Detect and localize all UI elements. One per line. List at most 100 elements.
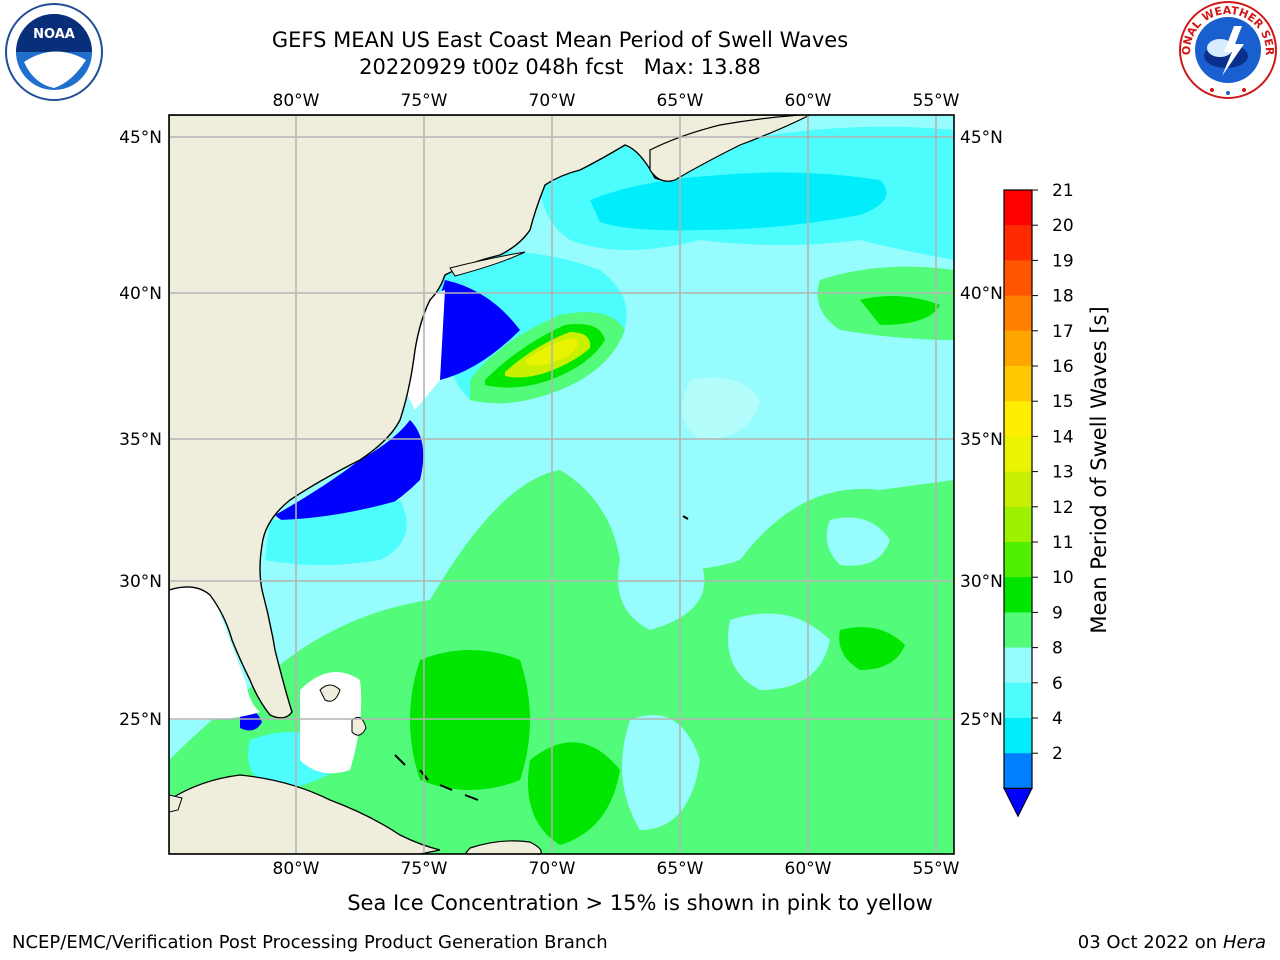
colorbar-swatch [1004, 506, 1032, 543]
swell-zone-caribbean-green [528, 742, 620, 845]
lon-label-top: 70°W [529, 91, 576, 111]
land-bahamas-1 [319, 684, 341, 702]
machine-name: Hera [1222, 932, 1266, 953]
lat-label-right: 25°N [960, 710, 1003, 730]
lon-label-bottom: 55°W [913, 859, 960, 879]
lon-label-top: 55°W [913, 91, 960, 111]
colorbar-tick-label: 21 [1052, 181, 1074, 201]
lat-label-left: 35°N [119, 430, 162, 450]
colorbar-label: Mean Period of Swell Waves [s] [1087, 306, 1111, 633]
land-yucatan [169, 794, 183, 813]
chesapeake-nodata [400, 290, 445, 410]
swell-zone-coastal-cyan [265, 500, 407, 565]
lat-label-right: 40°N [960, 284, 1003, 304]
swell-zone-bahamas-green [410, 650, 530, 790]
lat-labels-right: 45°N 40°N 35°N 30°N 25°N [960, 128, 1003, 730]
land-north-america [169, 115, 811, 719]
lon-label-top: 60°W [785, 91, 832, 111]
lon-label-bottom: 65°W [657, 859, 704, 879]
graticule [169, 115, 954, 854]
date-stamp: 03 Oct 2022 on Hera [1078, 932, 1266, 953]
lat-label-right: 30°N [960, 572, 1003, 592]
swell-zone-north-core [590, 172, 887, 231]
colorbar-swatch [1004, 647, 1032, 684]
swell-zone-center [682, 377, 760, 440]
colorbar-tick-label: 18 [1052, 287, 1074, 307]
swell-zone-coastal-blue-south [275, 420, 424, 530]
colorbar-tick-label: 14 [1052, 427, 1074, 447]
bahamas-nodata [300, 672, 362, 774]
lat-label-left: 30°N [119, 572, 162, 592]
lon-labels-bottom: 80°W 75°W 70°W 65°W 60°W 55°W [273, 859, 960, 879]
swell-zone-south [169, 470, 954, 854]
colorbar-tick-label: 8 [1052, 639, 1063, 659]
colorbar-tick-label: 20 [1052, 216, 1074, 236]
swell-zone-east-pocket [728, 613, 830, 690]
colorbar-tick-label: 4 [1052, 709, 1063, 729]
lon-label-top: 80°W [273, 91, 320, 111]
swell-zone-east-cyan [826, 517, 890, 566]
lon-label-bottom: 70°W [529, 859, 576, 879]
lat-label-right: 35°N [960, 430, 1003, 450]
swell-zone-ne-green [860, 296, 940, 325]
colorbar-swatch [1004, 260, 1032, 297]
colorbar-swatch [1004, 612, 1032, 649]
lon-label-top: 65°W [657, 91, 704, 111]
colorbar-swatch [1004, 295, 1032, 332]
noaa-logo: NOAA [5, 3, 103, 101]
colorbar-tick-label: 13 [1052, 463, 1074, 483]
colorbar-swatch [1004, 436, 1032, 473]
plot-title: GEFS MEAN US East Coast Mean Period of S… [271, 28, 849, 52]
sea-ice-note: Sea Ice Concentration > 15% is shown in … [347, 891, 933, 915]
colorbar-tick-label: 10 [1052, 568, 1074, 588]
lon-label-bottom: 80°W [273, 859, 320, 879]
colorbar-swatch [1004, 542, 1032, 578]
colorbar-tick-label: 9 [1052, 603, 1063, 623]
colorbar-swatch [1004, 225, 1032, 261]
noaa-logo-text: NOAA [33, 27, 75, 42]
colorbar-swatch [1004, 330, 1032, 367]
swell-zone-east-green [839, 627, 905, 670]
plot-subtitle: 20220929 t00z 048h fcst Max: 13.88 [359, 55, 761, 79]
nws-logo: NATIONAL WEATHER SERVICE [1176, 0, 1277, 99]
colorbar-swatch [1004, 718, 1032, 754]
land-nova-scotia [649, 115, 811, 182]
colorbar-tick-label: 11 [1052, 533, 1074, 553]
colorbar-swatch [1004, 753, 1032, 789]
map-frame [168, 114, 955, 855]
credit-line: NCEP/EMC/Verification Post Processing Pr… [12, 932, 608, 953]
lat-label-right: 45°N [960, 128, 1003, 148]
lat-label-left: 25°N [119, 710, 162, 730]
swell-zone-inner [618, 545, 705, 630]
gulf-nodata [169, 586, 260, 720]
colorbar-tick-label: 19 [1052, 251, 1074, 271]
land-long-island [449, 251, 526, 277]
colorbar-frame [1003, 189, 1033, 790]
land-bahamas-2 [351, 716, 367, 736]
lat-labels-left: 45°N 40°N 35°N 30°N 25°N [119, 128, 162, 730]
swell-core-yellow [525, 338, 578, 366]
swell-zone-coastal-blue-north [430, 280, 520, 380]
colorbar-swatch [1004, 366, 1032, 402]
colorbar-tick-label: 12 [1052, 498, 1074, 518]
colorbar-swatch [1004, 401, 1032, 437]
colorbar-swatch [1004, 577, 1032, 613]
colorbar-swatch [1004, 471, 1032, 508]
lon-label-bottom: 60°W [785, 859, 832, 879]
lat-label-left: 45°N [119, 128, 162, 148]
map-panel [169, 115, 954, 854]
lon-labels-top: 80°W 75°W 70°W 65°W 60°W 55°W [273, 91, 960, 111]
colorbar: 21 20 19 18 17 16 15 14 13 12 11 10 9 8 6 4 2 [1003, 181, 1074, 818]
land-bermuda [682, 515, 689, 520]
colorbar-tick-label: 17 [1052, 322, 1074, 342]
lon-label-top: 75°W [401, 91, 448, 111]
colorbar-swatch [1004, 190, 1032, 226]
lon-label-bottom: 75°W [401, 859, 448, 879]
colorbar-tick-label: 15 [1052, 392, 1074, 412]
lat-label-left: 40°N [119, 284, 162, 304]
colorbar-tick-label: 2 [1052, 744, 1063, 764]
date-text: 03 Oct 2022 on [1077, 932, 1223, 953]
colorbar-extend-arrow [1003, 787, 1033, 818]
colorbar-tick-label: 6 [1052, 674, 1063, 694]
